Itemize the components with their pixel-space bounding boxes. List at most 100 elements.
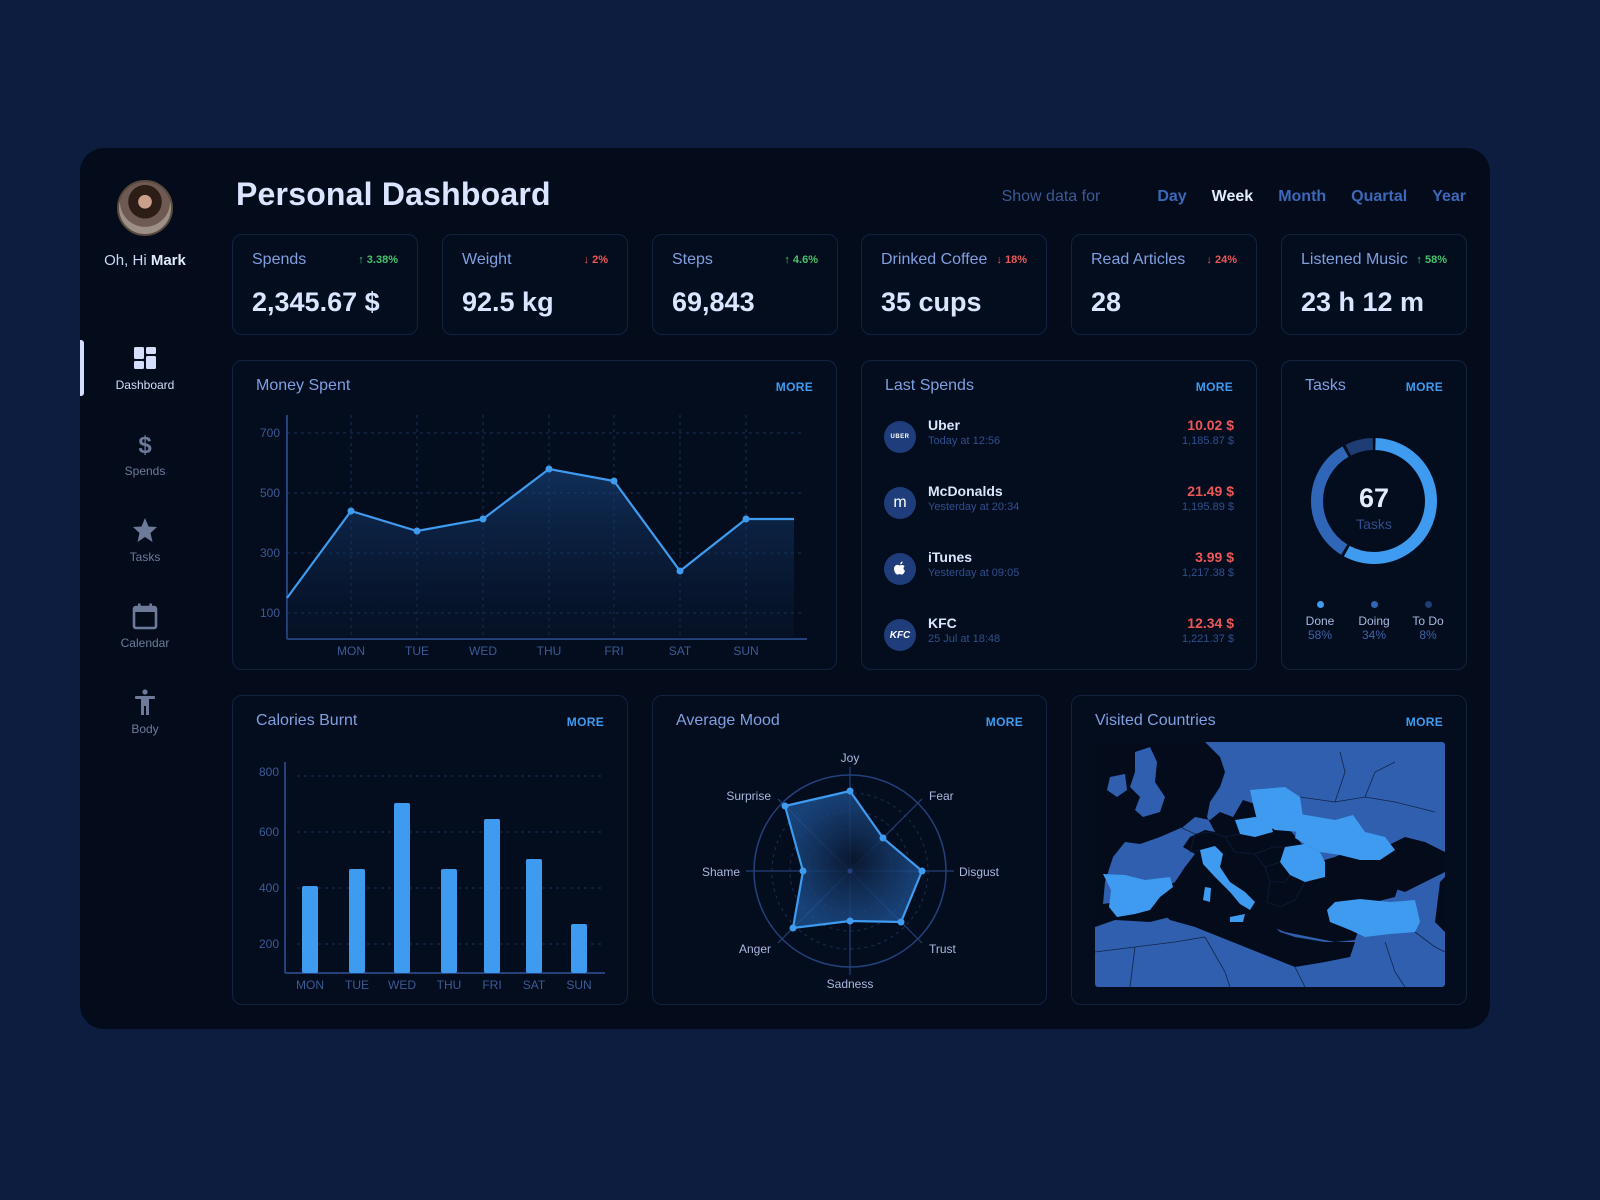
merchant-name: McDonalds [928, 483, 1003, 499]
transaction-time: Yesterday at 09:05 [928, 567, 1020, 579]
merchant-name: Uber [928, 417, 960, 433]
sidebar-item-calendar[interactable]: Calendar [80, 602, 210, 672]
transaction-amount: 3.99 $ [1195, 549, 1234, 565]
mood-card: Average Mood MORE [652, 695, 1047, 1005]
svg-text:SUN: SUN [566, 978, 591, 992]
stat-card-steps[interactable]: Steps ↑ 4.6% 69,843 [652, 234, 838, 335]
sidebar-item-body[interactable]: Body [80, 688, 210, 758]
sidebar-item-dashboard[interactable]: Dashboard [80, 344, 210, 414]
svg-text:THU: THU [537, 644, 562, 658]
svg-text:67: 67 [1359, 483, 1389, 513]
avatar[interactable] [117, 180, 173, 236]
transaction-time: Today at 12:56 [928, 435, 1001, 447]
more-button[interactable]: MORE [1405, 380, 1443, 394]
sidebar-item-label: Tasks [129, 550, 161, 564]
legend-todo: To Do 8% [1398, 601, 1458, 642]
arrow-down-icon: ↓ [1206, 254, 1215, 266]
stat-name: Read Articles [1091, 251, 1186, 268]
svg-text:Trust: Trust [929, 942, 957, 956]
sidebar-item-label: Dashboard [115, 378, 175, 392]
svg-text:Tasks: Tasks [1356, 516, 1392, 532]
more-button[interactable]: MORE [775, 380, 813, 394]
last-spends-card: Last Spends MORE UBER Uber Today at 12:5… [861, 360, 1257, 670]
svg-text:700: 700 [260, 426, 280, 440]
visited-countries-card: Visited Countries MORE [1071, 695, 1467, 1005]
money-spent-line-chart: 700 500 300 100 MON TUE WED THU FRI SAT SUN [260, 415, 807, 658]
sidebar-item-label: Body [131, 722, 159, 736]
stat-value: 69,843 [672, 287, 755, 317]
svg-text:Fear: Fear [929, 789, 954, 803]
stat-card-articles[interactable]: Read Articles ↓ 24% 28 [1071, 234, 1257, 335]
sidebar-item-label: Spends [124, 464, 166, 478]
stat-name: Listened Music [1301, 251, 1408, 268]
stat-card-weight[interactable]: Weight ↓ 2% 92.5 kg [442, 234, 628, 335]
active-nav-indicator [80, 340, 84, 396]
svg-text:Sadness: Sadness [827, 977, 874, 991]
more-button[interactable]: MORE [566, 715, 604, 729]
calories-bar-chart: 800 600 400 200 MON TUE WED THU FRI SAT SUN [259, 762, 605, 992]
stat-value: 92.5 kg [462, 287, 554, 317]
svg-text:Joy: Joy [841, 751, 860, 765]
spend-row-mcdonalds[interactable]: m McDonalds Yesterday at 20:34 21.49 $ 1… [884, 483, 1234, 523]
spend-row-itunes[interactable]: iTunes Yesterday at 09:05 3.99 $ 1,217.3… [884, 549, 1234, 589]
europe-map[interactable] [1095, 742, 1445, 987]
card-title: Money Spent [256, 377, 351, 394]
stat-delta: ↓ 24% [1206, 254, 1237, 266]
spend-row-kfc[interactable]: KFC KFC 25 Jul at 18:48 12.34 $ 1,221.37… [884, 615, 1234, 655]
greeting: Oh, Hi Mark [80, 252, 210, 269]
svg-text:Anger: Anger [739, 942, 771, 956]
transaction-amount: 12.34 $ [1187, 615, 1234, 631]
stat-name: Steps [672, 251, 713, 268]
arrow-down-icon: ↓ [996, 254, 1005, 266]
range-option-year[interactable]: Year [1432, 188, 1466, 205]
spend-row-uber[interactable]: UBER Uber Today at 12:56 10.02 $ 1,185.8… [884, 417, 1234, 457]
balance-after: 1,185.87 $ [1182, 435, 1234, 447]
stat-delta: ↑ 3.38% [358, 254, 398, 266]
card-title: Last Spends [885, 377, 974, 394]
page-title: Personal Dashboard [236, 176, 551, 212]
sidebar-item-tasks[interactable]: Tasks [80, 516, 210, 586]
svg-text:Surprise: Surprise [726, 789, 771, 803]
svg-text:FRI: FRI [604, 644, 623, 658]
card-title: Visited Countries [1095, 712, 1216, 729]
more-button[interactable]: MORE [1405, 715, 1443, 729]
arrow-down-icon: ↓ [583, 254, 593, 266]
uber-logo-icon: UBER [884, 421, 916, 453]
legend-done: Done 58% [1290, 601, 1350, 642]
sidebar: Oh, Hi Mark Dashboard $ Spends Tasks [80, 148, 210, 1029]
range-label: Show data for [1001, 188, 1101, 205]
range-option-week[interactable]: Week [1211, 188, 1254, 205]
transaction-amount: 10.02 $ [1187, 417, 1234, 433]
stat-card-coffee[interactable]: Drinked Coffee ↓ 18% 35 cups [861, 234, 1047, 335]
range-option-month[interactable]: Month [1278, 188, 1327, 205]
svg-text:400: 400 [259, 881, 279, 895]
transaction-time: Yesterday at 20:34 [928, 501, 1020, 513]
mood-radar-chart: Joy Fear Disgust Trust Sadness Anger Sha… [702, 751, 1000, 991]
svg-text:MON: MON [296, 978, 324, 992]
stat-value: 28 [1091, 287, 1122, 317]
stat-value: 35 cups [881, 287, 982, 317]
stat-value: 2,345.67 $ [252, 287, 380, 317]
legend-dot [1370, 601, 1378, 608]
stat-delta: ↑ 4.6% [784, 254, 818, 266]
stat-delta: ↓ 2% [583, 254, 608, 266]
svg-text:SAT: SAT [523, 978, 546, 992]
greeting-prefix: Oh, Hi [104, 252, 151, 269]
merchant-name: KFC [928, 615, 957, 631]
svg-text:$: $ [138, 432, 152, 458]
more-button[interactable]: MORE [1195, 380, 1233, 394]
dashboard-icon [134, 347, 156, 369]
time-range-selector: Show data for Day Week Month Quartal Yea… [1002, 188, 1466, 206]
stat-card-spends[interactable]: Spends ↑ 3.38% 2,345.67 $ [232, 234, 418, 335]
tasks-card: Tasks MORE 67 Tasks Done 58% Doing 34% T… [1281, 360, 1467, 670]
dashboard-window: Oh, Hi Mark Dashboard $ Spends Tasks [80, 148, 1490, 1029]
tasks-donut-chart: 67 Tasks [1311, 438, 1437, 564]
range-option-day[interactable]: Day [1157, 188, 1187, 205]
stat-name: Spends [252, 251, 307, 268]
transaction-amount: 21.49 $ [1187, 483, 1234, 499]
range-option-quartal[interactable]: Quartal [1351, 188, 1408, 205]
merchant-name: iTunes [928, 549, 973, 565]
sidebar-item-spends[interactable]: $ Spends [80, 430, 210, 500]
stat-card-music[interactable]: Listened Music ↑ 58% 23 h 12 m [1281, 234, 1467, 335]
more-button[interactable]: MORE [985, 715, 1023, 729]
